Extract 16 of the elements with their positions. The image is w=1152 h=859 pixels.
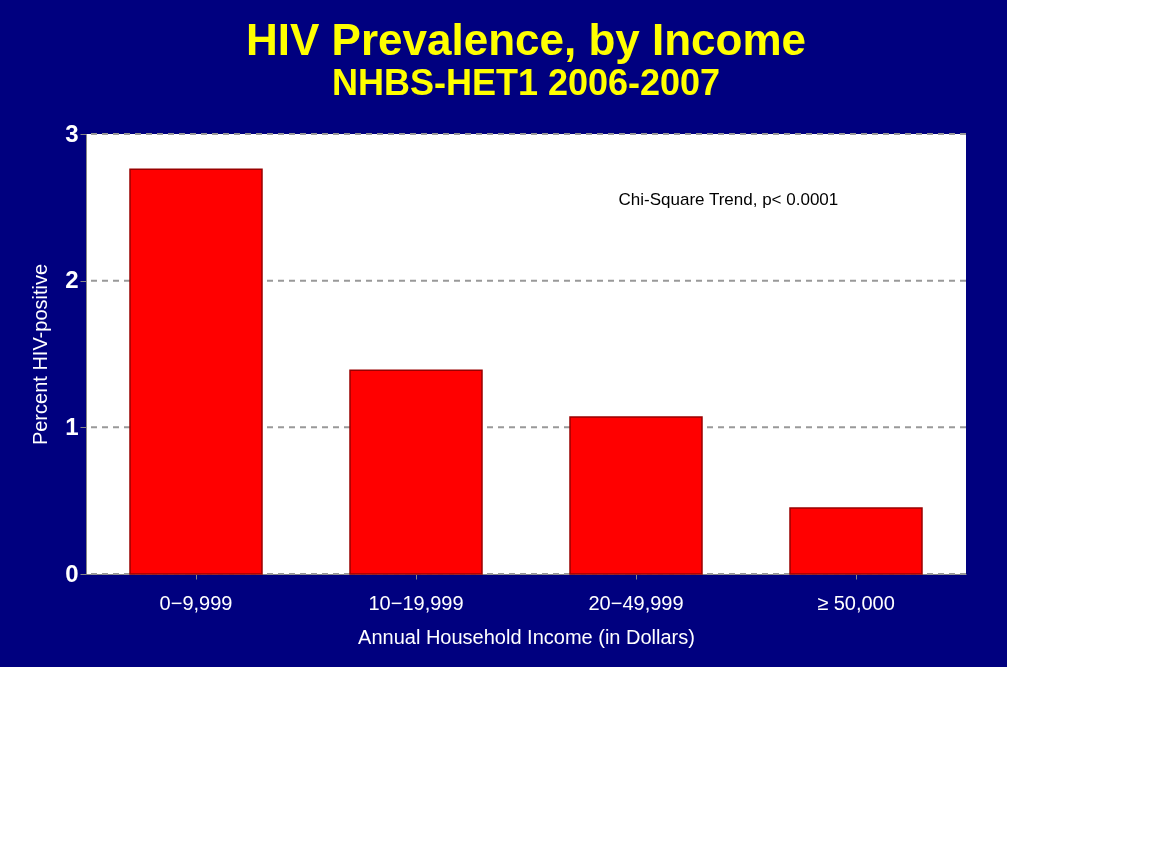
x-tick-label: 20−49,999 <box>588 591 684 614</box>
bar <box>129 168 263 575</box>
y-axis-title: Percent HIV-positive <box>29 263 52 446</box>
x-axis-title: Annual Household Income (in Dollars) <box>358 625 695 648</box>
annotation: Chi-Square Trend, p< 0.0001 <box>618 190 839 209</box>
y-tick-label: 0 <box>65 559 79 587</box>
x-tick-label: 0−9,999 <box>159 591 233 614</box>
bar <box>789 507 923 575</box>
y-tick-label: 1 <box>65 412 79 440</box>
chart-title: HIV Prevalence, by Income <box>245 15 807 64</box>
y-tick-label: 2 <box>65 266 79 294</box>
x-tick-label: ≥ 50,000 <box>817 591 895 614</box>
bar <box>569 416 703 575</box>
x-tick-label: 10−19,999 <box>368 591 464 614</box>
bar <box>349 369 483 575</box>
y-tick-label: 3 <box>65 119 79 147</box>
